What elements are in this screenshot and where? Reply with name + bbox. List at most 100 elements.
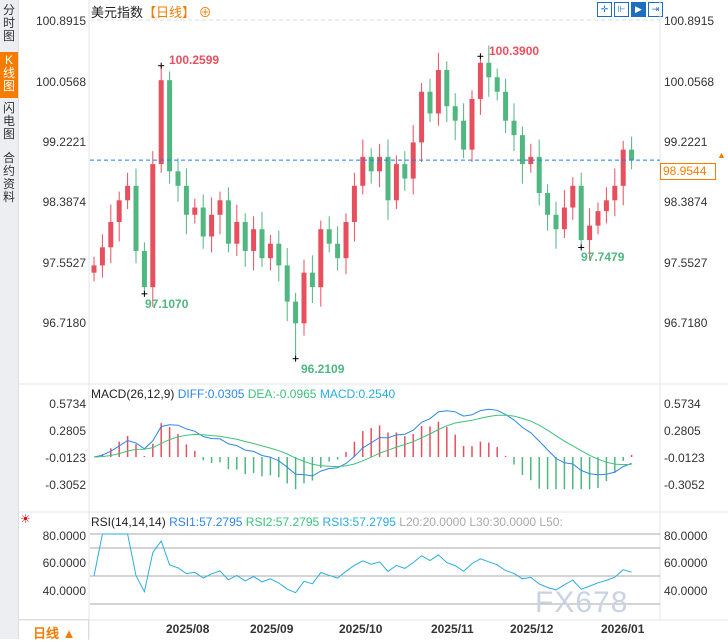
candle-body — [234, 221, 240, 244]
candle-body — [99, 247, 105, 266]
candle-body — [200, 207, 206, 237]
exit-icon[interactable]: ⇥ — [648, 2, 663, 17]
rsi-tick: 80.0000 — [664, 529, 708, 543]
candle-body — [629, 149, 635, 161]
candle-body — [335, 243, 341, 259]
rsi-tick: 80.0000 — [42, 529, 86, 543]
macd-tick: 0.2805 — [664, 424, 701, 438]
price-tick: 97.5527 — [664, 256, 708, 270]
price-tick: 98.3874 — [664, 195, 708, 209]
price-tick: 99.2221 — [42, 135, 86, 149]
candle-body — [511, 120, 517, 136]
rsi-tick: 40.0000 — [42, 584, 86, 598]
cursor-icon[interactable]: ▶ — [631, 2, 646, 17]
x-tick: 2025/12 — [510, 622, 554, 636]
tab-flash-chart[interactable]: 闪电图 — [2, 101, 15, 141]
candle-body — [267, 243, 273, 259]
candle-body — [192, 207, 198, 215]
plus-circle-icon[interactable]: ⊕ — [195, 5, 212, 20]
price-tick: 100.0568 — [35, 75, 86, 89]
candle-body — [561, 207, 567, 230]
candle-body — [116, 200, 122, 222]
candle-body — [452, 106, 458, 121]
crosshair-icon[interactable]: ✛ — [597, 2, 612, 17]
tab-contract-info[interactable]: 合约资料 — [2, 151, 15, 204]
candle-body — [595, 211, 601, 226]
candle-body — [587, 225, 593, 241]
macd-tick: 0.2805 — [49, 424, 86, 438]
candle-body — [167, 80, 173, 172]
rsi2-value: RSI2:57.2795 — [245, 515, 320, 529]
candle-body — [209, 214, 215, 237]
candle-body — [545, 193, 551, 215]
candle-body — [225, 200, 231, 244]
candle-body — [125, 185, 131, 201]
price-tick: 97.5527 — [42, 256, 86, 270]
x-tick: 2025/10 — [339, 622, 383, 636]
candle-body — [469, 98, 475, 150]
rsi1-value: RSI1:57.2795 — [169, 515, 243, 529]
macd-tick: 0.5734 — [664, 397, 701, 411]
candle-body — [284, 265, 290, 302]
candle-body — [343, 221, 349, 259]
diff-line — [93, 408, 632, 477]
candle-body — [293, 301, 299, 324]
sidebar: 分时图 K线图 闪电图 合约资料 — [0, 0, 19, 639]
macd-tick: -0.3052 — [45, 478, 86, 492]
rsi-tick: 40.0000 — [664, 584, 708, 598]
candle-body — [578, 185, 584, 241]
price-tick: 100.8915 — [664, 14, 715, 28]
chevron-up-icon[interactable]: ▲ — [717, 150, 726, 160]
macd-value: MACD:0.2540 — [319, 387, 396, 401]
candle-body — [133, 185, 139, 251]
price-tick: 98.3874 — [42, 195, 86, 209]
candle-body — [570, 185, 576, 208]
price-tick: 96.7180 — [42, 316, 86, 330]
candle-body — [402, 164, 408, 179]
candle-body — [427, 91, 433, 114]
macd-tick: -0.3052 — [664, 478, 705, 492]
candle-body — [368, 156, 374, 172]
rsi-line — [93, 533, 632, 594]
candle-body — [486, 62, 492, 78]
tab-kline-chart[interactable]: K线图 — [0, 52, 18, 98]
candle-body — [494, 77, 500, 92]
macd-title: MACD(26,12,9) — [91, 387, 175, 401]
watermark: FX678 — [535, 586, 629, 619]
price-tick: 100.0568 — [664, 75, 715, 89]
x-tick: 2025/11 — [431, 622, 474, 636]
rsi-tick: 60.0000 — [42, 556, 86, 570]
macd-legend: MACD(26,12,9) DIFF:0.0305 DEA:-0.0965 MA… — [91, 387, 395, 401]
price-tick: 99.2221 — [664, 135, 708, 149]
candle-body — [377, 156, 383, 172]
period-label[interactable]: 【日线】 — [143, 5, 196, 20]
x-tick: 2025/09 — [250, 622, 294, 636]
candle-body — [603, 200, 609, 212]
low-label: 96.2109 — [301, 362, 345, 376]
candle-body — [158, 80, 164, 165]
range-icon[interactable]: ⊩ — [614, 2, 629, 17]
settings-sun-icon[interactable]: ☀ — [20, 512, 31, 526]
candle-body — [620, 149, 626, 186]
candle-body — [435, 70, 441, 114]
high-label: 100.3900 — [489, 44, 540, 58]
x-tick: 2025/08 — [166, 622, 210, 636]
candle-body — [318, 229, 324, 288]
candle-body — [528, 156, 534, 165]
candle-body — [276, 243, 282, 266]
price-tick: 96.7180 — [664, 316, 708, 330]
candle-body — [351, 185, 357, 222]
candle-body — [503, 91, 509, 121]
candle-body — [259, 229, 265, 259]
period-selector[interactable]: 日线 ▲ — [33, 626, 76, 641]
candle-body — [326, 229, 332, 244]
x-tick: 2026/01 — [601, 622, 645, 636]
rsi3-value: RSI3:57.2795 — [322, 515, 396, 529]
candle-body — [183, 185, 189, 215]
tab-time-chart[interactable]: 分时图 — [2, 3, 15, 43]
candle-body — [251, 229, 257, 251]
macd-tick: 0.5734 — [49, 397, 86, 411]
chart-title: 美元指数【日线】 ⊕ — [91, 2, 212, 21]
candle-body — [477, 62, 483, 99]
